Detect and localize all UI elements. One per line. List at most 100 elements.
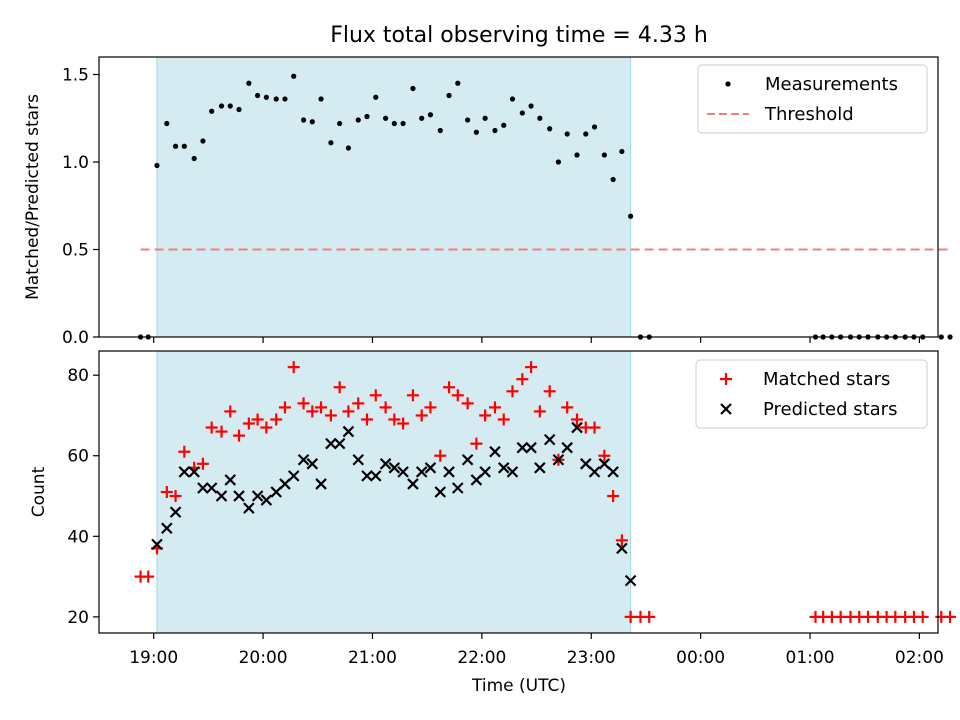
x-axis-label: Time (UTC) bbox=[471, 676, 566, 696]
predicted-star-point bbox=[178, 466, 191, 478]
matched-star-point bbox=[561, 401, 574, 414]
predicted-point-b bbox=[534, 462, 546, 474]
ratio-ytick-label: 0.0 bbox=[62, 328, 89, 348]
predicted-point-b bbox=[470, 474, 483, 486]
legend-predicted-label: Predicted stars bbox=[763, 399, 897, 420]
measurement-point bbox=[246, 80, 252, 86]
predicted-point-b bbox=[616, 542, 628, 555]
predicted-star-point bbox=[369, 470, 382, 482]
measurement-point bbox=[446, 92, 452, 99]
matched-star-point bbox=[397, 417, 410, 430]
predicted-star-point bbox=[506, 466, 519, 478]
count-panel: 20 40 60 80 19:00 20:00 21:00 22:00 23:00 00:00 0… bbox=[29, 350, 957, 696]
matched-star-point bbox=[315, 401, 328, 414]
count-ytick-label: 20 bbox=[67, 608, 89, 628]
measurement-point bbox=[255, 92, 261, 99]
measurement-point bbox=[509, 96, 516, 102]
count-legend: Matched stars Predicted stars bbox=[695, 359, 928, 429]
measurement-point bbox=[591, 124, 598, 130]
measurement-point bbox=[318, 96, 324, 102]
legend-measurements-label: Measurements bbox=[765, 74, 898, 95]
predicted-star-point bbox=[543, 433, 556, 446]
matched-star-point bbox=[434, 449, 447, 462]
matched-star-point bbox=[615, 534, 628, 547]
predicted-star-point bbox=[197, 482, 209, 494]
predicted-star-point bbox=[588, 466, 601, 478]
predicted-point-b bbox=[233, 490, 245, 502]
count-ytick-label: 80 bbox=[67, 366, 89, 386]
matched-star-point bbox=[406, 389, 419, 402]
matched-star-point bbox=[571, 413, 584, 426]
matched-star-point bbox=[607, 490, 620, 503]
figure-title: Flux total observing time = 4.33 h bbox=[330, 23, 708, 48]
predicted-star-point bbox=[616, 542, 628, 555]
matched-star-point bbox=[525, 361, 538, 374]
count-axes-frame bbox=[98, 350, 939, 634]
predicted-point-b bbox=[379, 458, 392, 470]
ratio-legend: Measurements Threshold bbox=[697, 64, 928, 134]
matched-star-point bbox=[443, 381, 456, 394]
predicted-point-b bbox=[424, 462, 437, 474]
predicted-star-point bbox=[525, 441, 537, 454]
measurement-point bbox=[181, 143, 187, 149]
xtick-label: 00:00 bbox=[676, 648, 725, 668]
predicted-point-b bbox=[479, 466, 491, 478]
predicted-star-point bbox=[270, 486, 282, 498]
matched-star-point bbox=[369, 389, 382, 402]
matched-star-point bbox=[944, 610, 957, 623]
predicted-point-b bbox=[260, 494, 273, 506]
ratio-ytick-label: 0.5 bbox=[62, 241, 89, 261]
count-x-ticks: 19:00 20:00 21:00 22:00 23:00 00:00 01:00 02:00 bbox=[129, 633, 944, 668]
measurement-point bbox=[300, 117, 307, 123]
measurement-point bbox=[419, 115, 425, 121]
matched-star-point bbox=[215, 425, 228, 438]
measurement-point bbox=[345, 145, 352, 151]
measurement-point bbox=[628, 213, 634, 219]
predicted-point-b bbox=[251, 490, 264, 502]
predicted-point-b bbox=[352, 453, 365, 466]
predicted-star-point bbox=[361, 470, 373, 482]
count-y-ticks: 20 40 60 80 bbox=[67, 366, 99, 628]
matched-star-point bbox=[543, 385, 556, 398]
predicted-star-point bbox=[624, 574, 637, 587]
measurement-point bbox=[328, 140, 334, 146]
predicted-star-point bbox=[415, 466, 428, 478]
measurement-point bbox=[355, 117, 361, 123]
xtick-label: 02:00 bbox=[895, 648, 944, 668]
measurement-point bbox=[555, 159, 562, 165]
predicted-star-point bbox=[379, 458, 392, 470]
ratio-axes-frame bbox=[98, 56, 939, 338]
xtick-label: 22:00 bbox=[457, 648, 506, 668]
predicted-star-point bbox=[407, 478, 419, 490]
measurement-point bbox=[501, 122, 507, 128]
measurement-point bbox=[547, 126, 553, 132]
matched-star-point bbox=[278, 401, 291, 414]
measurement-point bbox=[291, 73, 297, 79]
predicted-point-b bbox=[407, 478, 419, 490]
matched-star-point bbox=[379, 401, 392, 414]
measurement-point bbox=[309, 119, 315, 125]
predicted-star-point bbox=[579, 458, 592, 470]
matched-star-point bbox=[287, 361, 300, 374]
matched-star-point bbox=[178, 445, 191, 458]
predicted-star-point bbox=[151, 538, 163, 551]
predicted-star-point bbox=[489, 445, 501, 458]
predicted-point-b bbox=[607, 466, 619, 478]
predicted-point-b bbox=[270, 486, 282, 498]
xtick-label: 19:00 bbox=[129, 648, 178, 668]
predicted-star-point bbox=[352, 453, 365, 466]
measurement-point bbox=[263, 94, 269, 100]
matched-star-point bbox=[451, 389, 464, 402]
predicted-point-b bbox=[205, 482, 218, 494]
ratio-panel: 0.0 0.5 1.0 1.5 Matched/Predicted stars Mea… bbox=[23, 56, 953, 348]
predicted-star-point bbox=[306, 458, 319, 470]
matched-star-point bbox=[297, 397, 310, 410]
predicted-point-b bbox=[243, 502, 255, 514]
measurement-point bbox=[601, 152, 607, 158]
legend-matched-marker bbox=[720, 373, 732, 385]
measurement-point bbox=[427, 112, 434, 118]
predicted-star-point bbox=[516, 441, 529, 454]
measurement-point bbox=[382, 115, 389, 121]
matched-star-point bbox=[333, 381, 346, 394]
